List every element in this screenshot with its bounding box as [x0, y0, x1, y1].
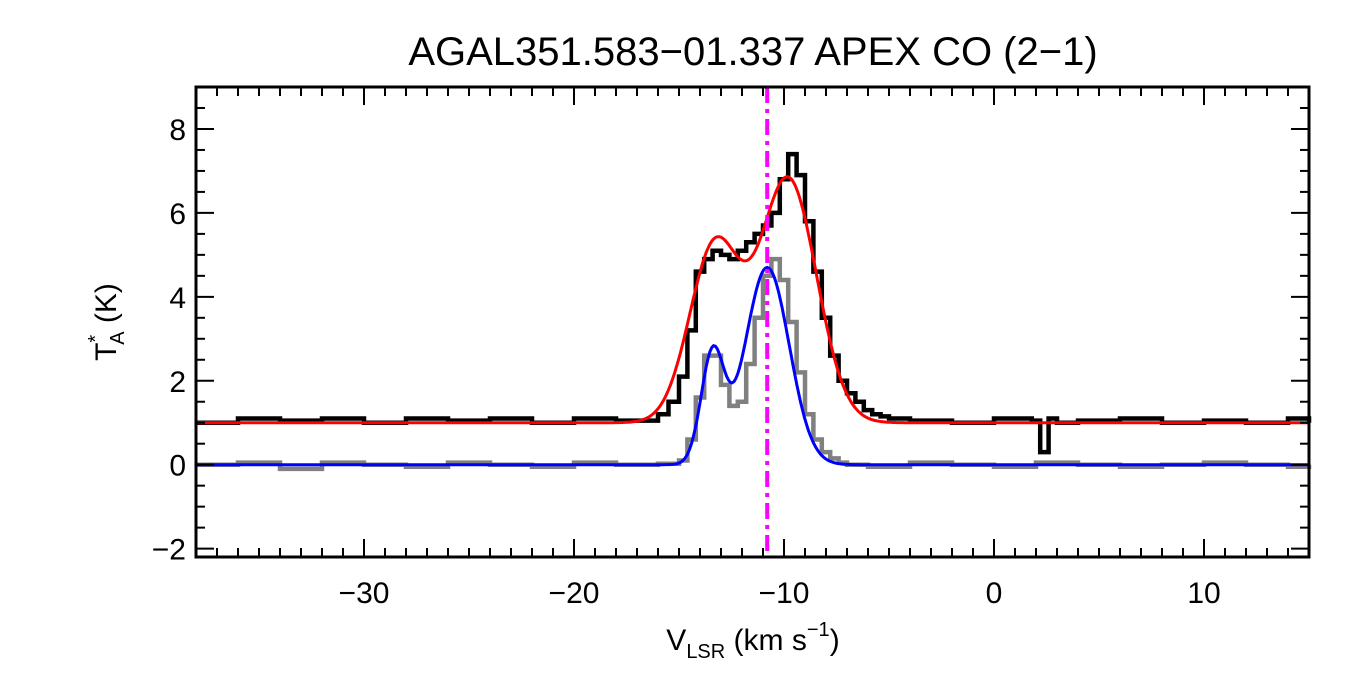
y-tick-label: 0 [169, 450, 186, 483]
x-axis-label: VLSR (km s−1) [666, 619, 839, 663]
chart-title: AGAL351.583−01.337 APEX CO (2−1) [408, 30, 1097, 74]
x-tick-label: −10 [759, 577, 810, 610]
y-tick-label: 2 [169, 366, 186, 399]
y-tick-label: 6 [169, 198, 186, 231]
y-axis-label-sup: * [85, 335, 107, 343]
y-axis-label-main: T [90, 343, 123, 361]
x-axis-label-close: ) [830, 624, 840, 657]
y-tick-label: 8 [169, 114, 186, 147]
y-axis-label: T*A (K) [85, 283, 129, 361]
x-tick-label: 0 [986, 577, 1003, 610]
x-axis-label-main: V [666, 624, 686, 657]
series-1-histogram [196, 256, 1312, 472]
series-3-fit-curve [196, 265, 1309, 467]
y-tick-label: 4 [169, 282, 186, 315]
plot-frame [194, 85, 1311, 559]
x-axis-label-unit: (km s [725, 624, 807, 657]
y-tick-label: −2 [152, 534, 186, 567]
y-axis-label-unit: (K) [90, 283, 123, 331]
x-tick-label: 10 [1187, 577, 1220, 610]
y-axis-label-sub: A [107, 331, 129, 345]
x-axis-label-sup: −1 [807, 619, 830, 641]
series-layer [196, 151, 1312, 472]
x-tick-label: −20 [549, 577, 600, 610]
series-2-fit-curve [196, 175, 1309, 425]
x-tick-label: −30 [339, 577, 390, 610]
y-tick-labels: −2 0 2 4 6 8 [152, 114, 186, 567]
x-tick-labels: −30 −20 −10 0 10 [339, 577, 1221, 610]
x-axis-label-sub: LSR [686, 641, 725, 663]
